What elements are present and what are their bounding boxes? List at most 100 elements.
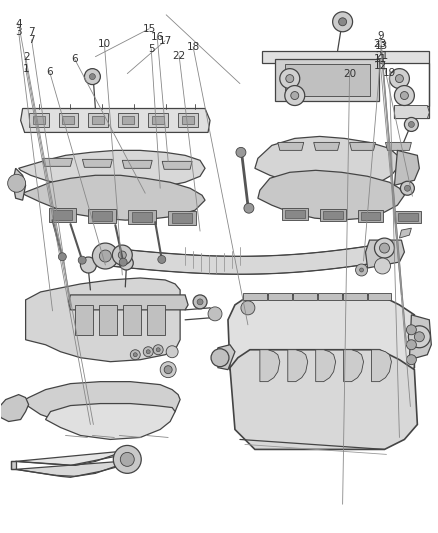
Circle shape — [156, 348, 160, 352]
Circle shape — [197, 299, 203, 305]
Polygon shape — [13, 168, 25, 200]
Circle shape — [85, 69, 100, 85]
Polygon shape — [100, 246, 370, 274]
Text: 15: 15 — [143, 24, 156, 34]
Polygon shape — [49, 208, 77, 222]
Text: 12: 12 — [374, 61, 387, 71]
Text: 4: 4 — [15, 19, 22, 29]
Text: 1: 1 — [23, 63, 30, 74]
Text: 16: 16 — [151, 32, 164, 42]
Circle shape — [286, 75, 294, 83]
Polygon shape — [59, 114, 78, 127]
Circle shape — [408, 122, 414, 127]
Polygon shape — [92, 211, 112, 221]
Circle shape — [193, 295, 207, 309]
Polygon shape — [75, 305, 93, 335]
Polygon shape — [323, 211, 343, 219]
Polygon shape — [320, 209, 346, 221]
Circle shape — [400, 92, 408, 100]
Polygon shape — [288, 350, 308, 382]
Polygon shape — [316, 350, 336, 382]
Polygon shape — [343, 350, 364, 382]
Circle shape — [396, 75, 403, 83]
Circle shape — [389, 69, 410, 88]
Circle shape — [211, 349, 229, 367]
Polygon shape — [396, 211, 421, 223]
Polygon shape — [68, 295, 188, 310]
Polygon shape — [278, 142, 304, 150]
Polygon shape — [115, 454, 140, 467]
Polygon shape — [16, 462, 120, 478]
Polygon shape — [178, 114, 198, 127]
Polygon shape — [168, 211, 196, 225]
Polygon shape — [147, 305, 165, 335]
Circle shape — [241, 301, 255, 315]
Circle shape — [119, 256, 133, 270]
Polygon shape — [122, 117, 134, 124]
Text: 11: 11 — [374, 54, 387, 63]
Circle shape — [208, 307, 222, 321]
Circle shape — [414, 332, 424, 342]
Polygon shape — [63, 117, 74, 124]
Polygon shape — [360, 212, 381, 220]
Polygon shape — [19, 150, 205, 190]
Circle shape — [332, 12, 353, 32]
Polygon shape — [366, 240, 404, 268]
Polygon shape — [395, 106, 429, 118]
Circle shape — [143, 347, 153, 357]
Circle shape — [406, 340, 417, 350]
Circle shape — [285, 86, 305, 106]
Polygon shape — [122, 160, 152, 168]
Polygon shape — [255, 136, 399, 188]
Polygon shape — [132, 212, 152, 222]
Circle shape — [406, 325, 417, 335]
Circle shape — [404, 185, 410, 191]
Polygon shape — [53, 210, 72, 220]
Circle shape — [164, 366, 172, 374]
Polygon shape — [0, 394, 28, 422]
Polygon shape — [99, 305, 117, 335]
Polygon shape — [21, 382, 180, 430]
Polygon shape — [182, 117, 194, 124]
Polygon shape — [410, 315, 431, 360]
Circle shape — [408, 326, 430, 348]
Circle shape — [153, 345, 163, 355]
Circle shape — [119, 258, 127, 266]
Text: 17: 17 — [159, 36, 172, 46]
Circle shape — [236, 148, 246, 157]
Polygon shape — [385, 142, 411, 150]
Polygon shape — [148, 114, 168, 127]
Text: 21: 21 — [375, 51, 388, 61]
Circle shape — [395, 86, 414, 106]
Polygon shape — [293, 293, 317, 300]
Circle shape — [78, 256, 86, 264]
Polygon shape — [46, 403, 175, 439]
Circle shape — [404, 117, 418, 132]
Circle shape — [291, 92, 299, 100]
Circle shape — [374, 258, 390, 274]
Polygon shape — [260, 350, 280, 382]
Circle shape — [374, 238, 395, 258]
Polygon shape — [230, 350, 417, 449]
Circle shape — [406, 355, 417, 365]
Circle shape — [81, 257, 96, 273]
Polygon shape — [395, 150, 419, 185]
Polygon shape — [357, 210, 384, 222]
Circle shape — [160, 362, 176, 378]
Circle shape — [113, 446, 141, 473]
Circle shape — [244, 203, 254, 213]
Polygon shape — [268, 293, 292, 300]
Polygon shape — [228, 295, 414, 390]
Polygon shape — [82, 159, 112, 167]
Polygon shape — [124, 305, 141, 335]
Circle shape — [360, 268, 364, 272]
Circle shape — [89, 74, 95, 79]
Polygon shape — [118, 114, 138, 127]
Polygon shape — [285, 63, 370, 95]
Polygon shape — [314, 142, 339, 150]
Circle shape — [120, 453, 134, 466]
Circle shape — [339, 18, 346, 26]
Text: 6: 6 — [46, 67, 53, 77]
Text: 3: 3 — [15, 27, 22, 37]
Polygon shape — [275, 59, 379, 101]
